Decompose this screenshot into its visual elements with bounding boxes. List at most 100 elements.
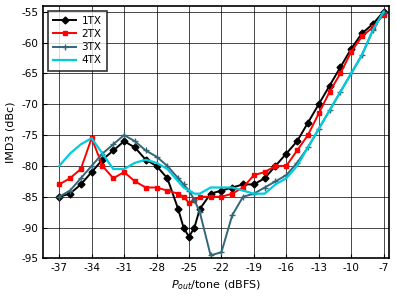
- 2TX: [219, 195, 224, 198]
- 3TX: [381, 10, 386, 13]
- 2TX: [143, 186, 148, 189]
- 3TX: [371, 28, 375, 32]
- 3TX: [252, 192, 256, 195]
- 2TX: [79, 167, 83, 171]
- 3TX: [111, 142, 116, 146]
- 4TX: [181, 186, 186, 189]
- 2TX: [306, 133, 310, 137]
- 4TX: [122, 167, 126, 171]
- 2TX: [192, 198, 197, 202]
- 4TX: [57, 164, 62, 168]
- 2TX: [186, 201, 191, 205]
- 1TX: [273, 164, 278, 168]
- 2TX: [338, 72, 343, 75]
- 2TX: [359, 35, 364, 38]
- 1TX: [252, 183, 256, 186]
- 2TX: [181, 195, 186, 198]
- 3TX: [143, 149, 148, 152]
- 2TX: [241, 186, 245, 189]
- 2TX: [122, 170, 126, 174]
- 1TX: [241, 183, 245, 186]
- 1TX: [338, 66, 343, 69]
- 4TX: [295, 164, 299, 168]
- 2TX: [371, 25, 375, 29]
- 3TX: [176, 176, 181, 180]
- 1TX: [349, 47, 354, 51]
- 4TX: [208, 186, 213, 189]
- 4TX: [241, 189, 245, 193]
- 3TX: [181, 183, 186, 186]
- 1TX: [284, 152, 289, 155]
- 2TX: [100, 164, 105, 168]
- 1TX: [100, 158, 105, 162]
- 1TX: [371, 22, 375, 26]
- 3TX: [262, 186, 267, 189]
- 1TX: [143, 158, 148, 162]
- 3TX: [241, 195, 245, 198]
- 1TX: [192, 226, 197, 229]
- 1TX: [133, 146, 137, 149]
- 3TX: [89, 164, 94, 168]
- 2TX: [89, 136, 94, 140]
- 3TX: [230, 213, 235, 217]
- Legend: 1TX, 2TX, 3TX, 4TX: 1TX, 2TX, 3TX, 4TX: [48, 11, 107, 71]
- 3TX: [100, 152, 105, 155]
- 3TX: [68, 189, 72, 193]
- 4TX: [327, 108, 332, 112]
- 1TX: [327, 84, 332, 88]
- 3TX: [122, 133, 126, 137]
- 1TX: [219, 189, 224, 193]
- 2TX: [165, 189, 170, 193]
- 3TX: [57, 195, 62, 198]
- 4TX: [143, 158, 148, 162]
- 2TX: [133, 179, 137, 183]
- 4TX: [111, 167, 116, 171]
- 3TX: [154, 155, 159, 159]
- 3TX: [198, 210, 202, 214]
- Line: 4TX: 4TX: [59, 12, 384, 194]
- Line: 2TX: 2TX: [57, 13, 386, 205]
- 3TX: [192, 198, 197, 202]
- 4TX: [316, 127, 321, 131]
- 1TX: [181, 226, 186, 229]
- 1TX: [359, 32, 364, 35]
- 2TX: [111, 176, 116, 180]
- 4TX: [371, 28, 375, 32]
- 4TX: [359, 53, 364, 57]
- 4TX: [338, 90, 343, 94]
- 2TX: [295, 149, 299, 152]
- 4TX: [252, 192, 256, 195]
- 3TX: [186, 189, 191, 193]
- 3TX: [273, 179, 278, 183]
- 1TX: [198, 207, 202, 211]
- 1TX: [68, 192, 72, 195]
- 4TX: [349, 72, 354, 75]
- 3TX: [316, 127, 321, 131]
- X-axis label: $P_{out}$/tone (dBFS): $P_{out}$/tone (dBFS): [171, 279, 261, 292]
- 2TX: [68, 176, 72, 180]
- 4TX: [176, 179, 181, 183]
- 2TX: [208, 195, 213, 198]
- 2TX: [284, 164, 289, 168]
- 4TX: [165, 167, 170, 171]
- 1TX: [262, 176, 267, 180]
- 2TX: [349, 50, 354, 54]
- 3TX: [338, 90, 343, 94]
- 3TX: [165, 164, 170, 168]
- 3TX: [219, 251, 224, 254]
- 1TX: [89, 170, 94, 174]
- 4TX: [198, 192, 202, 195]
- 4TX: [68, 152, 72, 155]
- 1TX: [295, 139, 299, 143]
- 2TX: [154, 186, 159, 189]
- 3TX: [284, 173, 289, 177]
- 1TX: [122, 139, 126, 143]
- 4TX: [89, 136, 94, 140]
- 2TX: [262, 170, 267, 174]
- 4TX: [186, 189, 191, 193]
- 4TX: [79, 142, 83, 146]
- 3TX: [359, 53, 364, 57]
- 1TX: [154, 164, 159, 168]
- 4TX: [262, 192, 267, 195]
- Y-axis label: IMD3 (dBc): IMD3 (dBc): [6, 101, 15, 163]
